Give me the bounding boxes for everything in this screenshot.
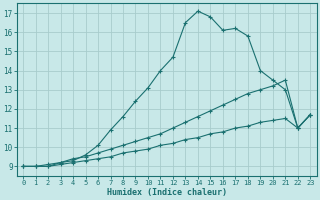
X-axis label: Humidex (Indice chaleur): Humidex (Indice chaleur)	[107, 188, 227, 197]
